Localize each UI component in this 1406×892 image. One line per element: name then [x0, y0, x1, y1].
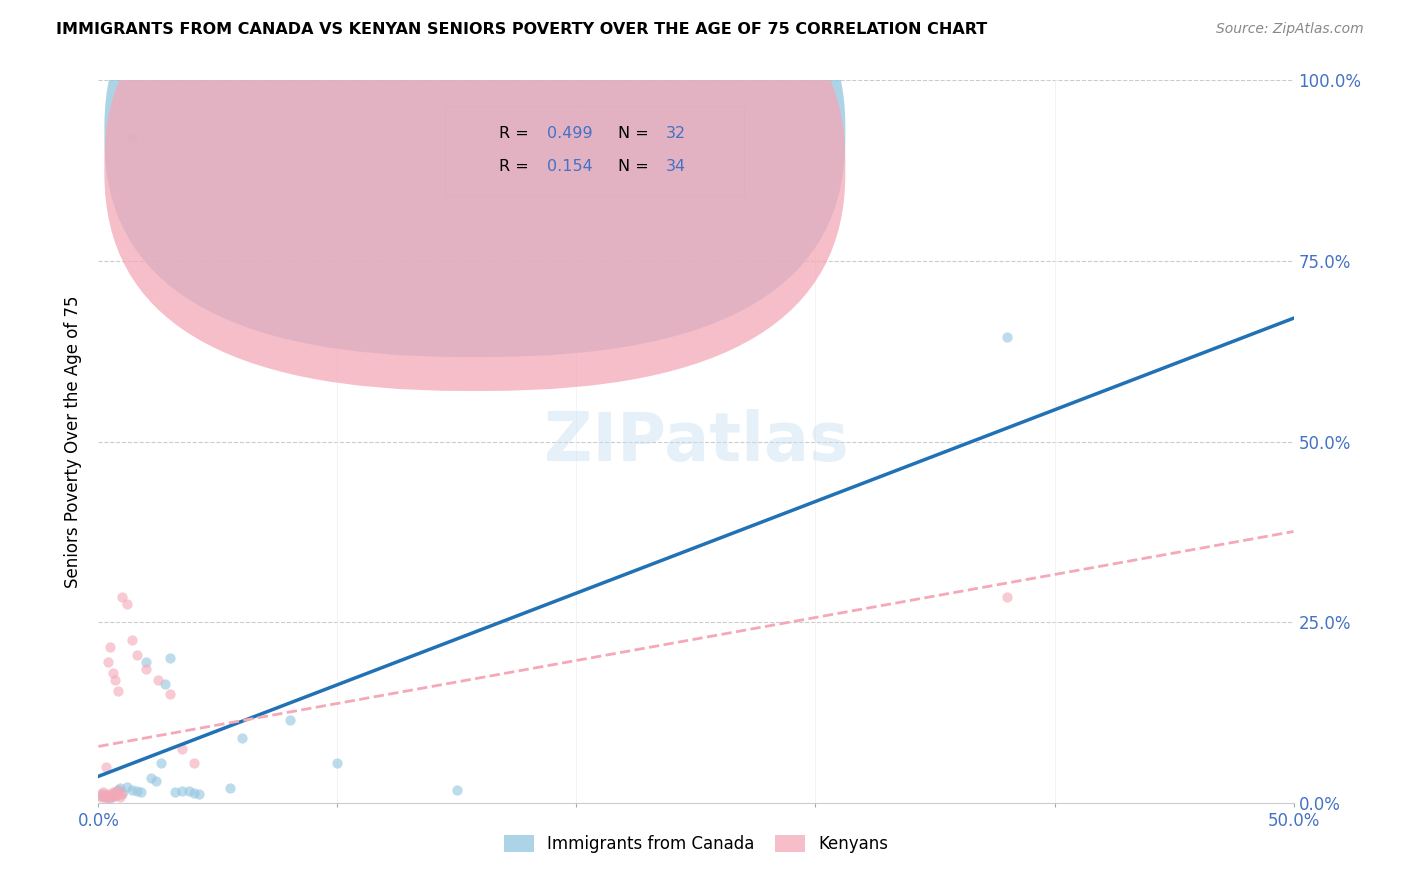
Point [107, 788, 129, 802]
Point [97, 787, 120, 801]
Point [104, 673, 127, 687]
Point [98, 640, 122, 655]
Point [91, 785, 114, 799]
Point [219, 781, 242, 796]
Point [155, 676, 177, 690]
Point [107, 782, 129, 797]
Y-axis label: Seniors Poverty Over the Age of 75: Seniors Poverty Over the Age of 75 [65, 295, 83, 588]
Text: IMMIGRANTS FROM CANADA VS KENYAN SENIORS POVERTY OVER THE AGE OF 75 CORRELATION : IMMIGRANTS FROM CANADA VS KENYAN SENIORS… [56, 22, 987, 37]
Point [183, 786, 205, 800]
Point [149, 756, 172, 770]
Point [101, 789, 124, 803]
Point [104, 786, 127, 800]
Legend: Immigrants from Canada, Kenyans: Immigrants from Canada, Kenyans [498, 828, 894, 860]
Text: 34: 34 [666, 160, 686, 175]
Point [97, 789, 120, 803]
Text: N =: N = [619, 126, 650, 141]
Point [115, 780, 138, 794]
Point [278, 713, 301, 727]
Point [115, 597, 138, 611]
Point [97, 655, 120, 669]
Point [90, 790, 112, 805]
Point [111, 786, 134, 800]
Point [91, 789, 114, 803]
Point [101, 665, 124, 680]
Point [159, 651, 181, 665]
Point [125, 784, 148, 798]
Point [94, 789, 117, 803]
Point [446, 782, 468, 797]
Point [995, 330, 1018, 344]
Point [101, 789, 124, 804]
Text: 32: 32 [666, 126, 686, 141]
Point [107, 683, 129, 698]
Text: R =: R = [499, 126, 529, 141]
Point [107, 782, 129, 797]
Point [172, 784, 194, 798]
Point [94, 790, 117, 805]
Point [98, 788, 122, 802]
Point [131, 785, 153, 799]
FancyBboxPatch shape [104, 0, 845, 357]
Point [231, 731, 253, 745]
Point [121, 131, 143, 145]
Text: Source: ZipAtlas.com: Source: ZipAtlas.com [1216, 22, 1364, 37]
Point [91, 787, 114, 801]
Point [148, 673, 170, 687]
Point [98, 791, 122, 805]
Point [139, 771, 162, 785]
Point [108, 781, 131, 796]
Text: R =: R = [499, 160, 529, 175]
Text: 0.499: 0.499 [547, 126, 592, 141]
FancyBboxPatch shape [446, 105, 744, 196]
Point [145, 774, 167, 789]
Point [94, 790, 117, 805]
Point [90, 789, 112, 803]
Point [125, 648, 148, 662]
Point [111, 787, 134, 801]
Point [94, 760, 117, 774]
Point [121, 633, 143, 648]
Point [187, 787, 209, 801]
Point [172, 741, 194, 756]
Point [135, 655, 157, 669]
Point [111, 590, 134, 604]
Point [90, 787, 112, 801]
Point [121, 782, 143, 797]
Point [135, 662, 157, 676]
Point [183, 756, 205, 770]
Point [98, 790, 122, 805]
Point [326, 756, 349, 770]
Point [104, 789, 127, 804]
Point [104, 785, 127, 799]
Point [179, 784, 201, 798]
Point [995, 590, 1018, 604]
Point [159, 687, 181, 701]
Point [163, 785, 186, 799]
Text: ZIPatlas: ZIPatlas [544, 409, 848, 475]
Text: N =: N = [619, 160, 650, 175]
Point [97, 789, 120, 804]
Point [101, 785, 124, 799]
Point [108, 790, 131, 805]
FancyBboxPatch shape [104, 0, 845, 391]
Text: 0.154: 0.154 [547, 160, 592, 175]
